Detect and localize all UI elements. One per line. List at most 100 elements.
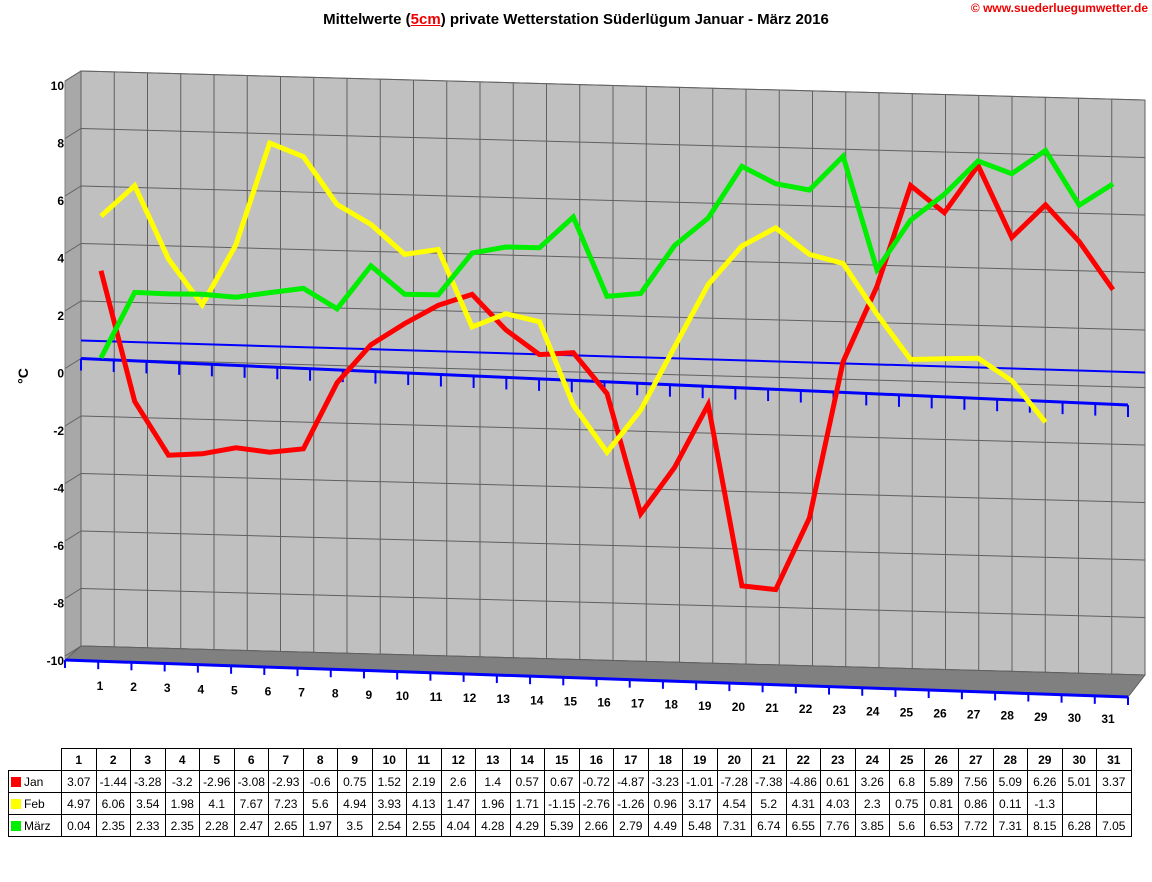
x-tick-label: 18 [665, 698, 679, 712]
table-cell: 3.26 [854, 770, 890, 793]
x-tick-label: 1 [97, 679, 104, 693]
table-cell: 0.96 [647, 792, 683, 815]
y-tick-label: -10 [47, 654, 65, 668]
side-gridline [64, 185, 82, 197]
table-cell: 2.55 [406, 814, 442, 837]
table-day-header: 13 [475, 748, 511, 771]
table-cell: 4.97 [61, 792, 97, 815]
table-day-header: 8 [302, 748, 338, 771]
table-day-header: 3 [130, 748, 166, 771]
table-day-header: 2 [95, 748, 131, 771]
table-cell: -7.38 [751, 770, 787, 793]
table-cell: 7.72 [958, 814, 994, 837]
x-tick-label: 7 [298, 686, 305, 700]
table-cell: 7.23 [268, 792, 304, 815]
x-tick-label: 9 [365, 688, 372, 702]
legend-swatch [11, 820, 21, 831]
table-cell: 1.4 [475, 770, 511, 793]
table-cell: 6.28 [1061, 814, 1097, 837]
x-tick-label: 19 [698, 699, 712, 713]
table-day-header: 14 [509, 748, 545, 771]
x-tick-label: 28 [1001, 709, 1015, 723]
x-tick-label: 4 [197, 682, 204, 696]
table-cell: 3.17 [682, 792, 718, 815]
chart-floor [63, 645, 1146, 705]
y-tick-label: -8 [53, 597, 64, 611]
table-day-header: 22 [785, 748, 821, 771]
table-day-header: 18 [647, 748, 683, 771]
side-gridline [64, 243, 82, 254]
x-tick-label: 20 [732, 700, 746, 714]
table-cell: 4.28 [475, 814, 511, 837]
side-gridline [64, 415, 82, 427]
table-cell: 4.29 [509, 814, 545, 837]
y-tick-label: 2 [57, 309, 64, 323]
table-cell: 2.65 [268, 814, 304, 837]
table-cell: -1.3 [1027, 792, 1063, 815]
table-cell: 2.35 [95, 814, 131, 837]
table-cell: 5.48 [682, 814, 718, 837]
table-cell: 4.04 [440, 814, 476, 837]
table-cell: -0.72 [578, 770, 614, 793]
x-tick-label: 8 [332, 687, 339, 701]
x-axis-tick-labels: 1 2 3 4 5 6 7 8 9 10 11 12 13 14 15 16 17 18 19 20 21 22 23 24 2… [97, 679, 1115, 726]
table-day-header: 28 [992, 748, 1028, 771]
table-cell: 5.2 [751, 792, 787, 815]
table-day-header: 7 [268, 748, 304, 771]
table-cell: 6.06 [95, 792, 131, 815]
series-label: Feb [24, 796, 45, 811]
y-tick-label: -2 [53, 424, 64, 438]
chart-title: Mittelwerte (5cm) private Wetterstation … [0, 11, 1152, 28]
table-cell: 5.09 [992, 770, 1028, 793]
side-gridline [64, 645, 82, 657]
chart-series [98, 139, 1116, 593]
table-cell: 0.81 [923, 792, 959, 815]
left-wall-panel [64, 70, 82, 659]
x-tick-label: 30 [1068, 711, 1082, 725]
table-cell: 5.39 [544, 814, 580, 837]
side-gridline [64, 530, 82, 542]
x-tick-label: 2 [130, 680, 137, 694]
table-day-header: 1 [61, 748, 97, 771]
table-day-header: 5 [199, 748, 235, 771]
x-tick-label: 25 [900, 705, 914, 719]
title-depth-highlight: 5cm [410, 11, 441, 28]
table-cell: 6.26 [1027, 770, 1063, 793]
table-day-header: 9 [337, 748, 373, 771]
table-cell: -3.23 [647, 770, 683, 793]
table-day-header: 15 [544, 748, 580, 771]
x-tick-label: 27 [967, 708, 981, 722]
table-day-header: 23 [820, 748, 856, 771]
side-gridline [64, 128, 82, 139]
table-cell: 6.8 [889, 770, 925, 793]
table-row: Feb 4.97 6.06 3.54 1.98 4.1 7.67 7.23 5.6 4.94 3.9… [8, 792, 1132, 815]
table-cell: 7.31 [992, 814, 1028, 837]
table-day-header: 4 [164, 748, 200, 771]
table-row: Jan 3.07 -1.44 -3.28 -3.2 -2.96 -3.08 -2.93 -0.6… [8, 770, 1132, 793]
side-gridline [64, 588, 82, 599]
table-cell: 0.57 [509, 770, 545, 793]
table-cell: 3.85 [854, 814, 890, 837]
table-day-header: 19 [682, 748, 718, 771]
y-tick-label: 0 [57, 367, 64, 381]
title-suffix: ) private Wetterstation Süderlügum Janua… [440, 11, 829, 28]
y-tick-label: 8 [57, 137, 64, 151]
table-cell: 0.75 [889, 792, 925, 815]
table-cell: 2.35 [164, 814, 200, 837]
table-cell: 7.05 [1096, 814, 1132, 837]
table-cell: 2.66 [578, 814, 614, 837]
table-cell: 8.15 [1027, 814, 1063, 837]
table-day-header: 6 [233, 748, 269, 771]
table-cell: 3.5 [337, 814, 373, 837]
side-gridline [64, 300, 82, 312]
y-axis-label: °C [15, 368, 31, 384]
side-gridline [64, 70, 82, 82]
legend-swatch [11, 798, 21, 809]
table-cell: -1.26 [613, 792, 649, 815]
table-cell: 1.47 [440, 792, 476, 815]
legend-swatch [11, 776, 21, 787]
x-tick-label: 13 [497, 692, 511, 706]
table-cell: 3.54 [130, 792, 166, 815]
series-label: März [24, 818, 51, 833]
